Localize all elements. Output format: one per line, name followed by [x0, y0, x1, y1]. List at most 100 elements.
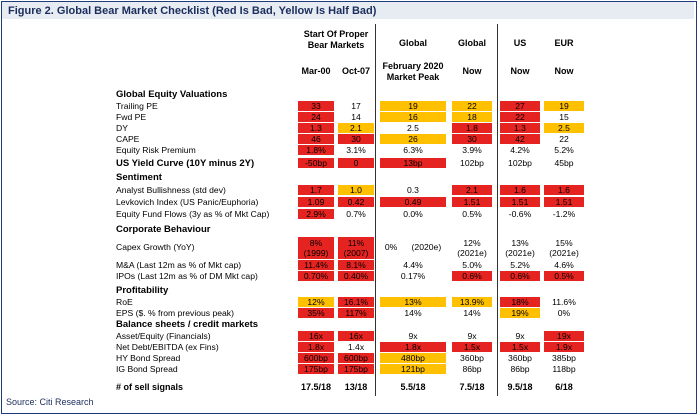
- cell-capex-gnow: 12% (2021e): [452, 237, 492, 259]
- cell-dy-gnow: 1.8: [452, 123, 492, 133]
- cell-analyst-us: 1.6: [500, 185, 540, 195]
- cell-capex-mar00: 8% (1999): [298, 237, 334, 259]
- cell-ma-mar00: 11.4%: [298, 260, 334, 270]
- cell-erp-mar00: 1.8%: [298, 145, 334, 155]
- row-label-fund-flows: Equity Fund Flows (3y as % of Mkt Cap): [116, 209, 270, 219]
- cell-roe-mar00: 12%: [298, 297, 334, 307]
- cell-hy-eur: 385bp: [552, 353, 576, 363]
- header-eur: EUR: [554, 38, 574, 48]
- cell-erp-feb20: 6.3%: [403, 145, 423, 155]
- cell-hy-mar00: 600bp: [298, 353, 334, 363]
- cell-hy-us: 360bp: [508, 353, 532, 363]
- cell-capex-gnow-value: 12%: [463, 238, 481, 248]
- cell-erp-us: 4.2%: [510, 145, 530, 155]
- cell-ig-gnow: 86bp: [462, 364, 482, 374]
- cell-yield-us: 102bp: [508, 158, 532, 168]
- cell-asset-equity-feb20: 9x: [408, 331, 418, 341]
- row-label-eps: EPS ($. % from previous peak): [116, 308, 234, 318]
- cell-hy-feb20: 480bp: [380, 353, 446, 363]
- section-balance: Balance sheets / credit markets: [116, 319, 259, 330]
- cell-analyst-gnow: 2.1: [452, 185, 492, 195]
- section-sentiment: Sentiment: [116, 172, 162, 183]
- cell-ipos-mar00: 0.70%: [298, 271, 334, 281]
- cell-ipos-eur: 0.5%: [544, 271, 584, 281]
- cell-dy-feb20: 2.5: [407, 123, 419, 133]
- row-label-cape: CAPE: [116, 134, 140, 144]
- cell-asset-equity-us: 9x: [515, 331, 525, 341]
- cell-analyst-eur: 1.6: [544, 185, 584, 195]
- row-label-erp: Equity Risk Premium: [116, 145, 196, 155]
- cell-dy-mar00: 1.3: [298, 123, 334, 133]
- cell-capex-mar00-value: 8%: [309, 238, 323, 248]
- cell-ipos-oct07: 0.40%: [338, 271, 374, 281]
- cell-levkovich-feb20: 0.49: [380, 197, 446, 207]
- source-note: Source: Citi Research: [6, 397, 94, 407]
- cell-hy-oct07: 600bp: [338, 353, 374, 363]
- cell-net-debt-oct07: 1.4x: [347, 342, 365, 352]
- cell-yield-feb20: 13bp: [380, 158, 446, 168]
- cell-capex-gnow-year: (2021e): [457, 248, 487, 258]
- column-divider: [497, 24, 498, 396]
- cell-eps-us: 19%: [500, 308, 540, 318]
- cell-yield-gnow: 102bp: [460, 158, 484, 168]
- cell-erp-eur: 5.2%: [554, 145, 574, 155]
- cell-hy-gnow: 360bp: [460, 353, 484, 363]
- figure-title: Figure 2. Global Bear Market Checklist (…: [8, 5, 377, 17]
- sell-signals-feb20: 5.5/18: [400, 382, 426, 392]
- cell-net-debt-feb20: 1.8x: [380, 342, 446, 352]
- row-label-dy: DY: [116, 123, 128, 133]
- row-label-fwd-pe: Fwd PE: [116, 112, 147, 122]
- cell-cape-us: 42: [500, 134, 540, 144]
- cell-cape-oct07: 30: [338, 134, 374, 144]
- row-label-ma: M&A (Last 12m as % of Mkt cap): [116, 260, 242, 270]
- cell-capex-eur-year: (2021e): [549, 248, 579, 258]
- column-divider: [375, 24, 376, 396]
- cell-fwd-pe-us: 22: [500, 112, 540, 122]
- cell-eps-mar00: 35%: [298, 308, 334, 318]
- cell-asset-equity-gnow: 9x: [467, 331, 477, 341]
- cell-ipos-feb20: 0.17%: [400, 271, 426, 281]
- cell-levkovich-mar00: 1.09: [298, 197, 334, 207]
- cell-dy-us: 1.3: [500, 123, 540, 133]
- cell-trailing-pe-mar00: 33: [298, 101, 334, 111]
- header-global-now-sub: Now: [462, 66, 482, 76]
- row-label-net-debt: Net Debt/EBITDA (ex Fins): [116, 342, 219, 352]
- cell-ipos-gnow: 0.6%: [452, 271, 492, 281]
- cell-ma-us: 5.2%: [510, 260, 530, 270]
- cell-fund-flows-oct07: 0.7%: [346, 209, 366, 219]
- cell-cape-eur: 22: [559, 134, 569, 144]
- cell-eps-eur: 0%: [557, 308, 571, 318]
- cell-dy-eur: 2.5: [544, 123, 584, 133]
- cell-yield-eur: 45bp: [554, 158, 574, 168]
- cell-ig-us: 86bp: [510, 364, 530, 374]
- sell-signals-oct07: 13/18: [344, 382, 368, 392]
- section-corporate: Corporate Behaviour: [116, 224, 211, 235]
- cell-trailing-pe-gnow: 22: [452, 101, 492, 111]
- cell-erp-oct07: 3.1%: [346, 145, 366, 155]
- cell-fund-flows-us: -0.6%: [508, 209, 532, 219]
- cell-trailing-pe-eur: 19: [544, 101, 584, 111]
- cell-capex-mar00-year: (1999): [303, 248, 329, 258]
- header-global-feb: Global: [398, 38, 427, 48]
- title-bar: Figure 2. Global Bear Market Checklist (…: [2, 2, 694, 19]
- cell-eps-feb20: 14%: [404, 308, 422, 318]
- cell-net-debt-eur: 1.9x: [544, 342, 584, 352]
- header-us: US: [513, 38, 527, 48]
- cell-trailing-pe-us: 27: [500, 101, 540, 111]
- cell-roe-gnow: 13.9%: [452, 297, 492, 307]
- cell-roe-oct07: 16.1%: [338, 297, 374, 307]
- cell-fwd-pe-feb20: 16: [380, 112, 446, 122]
- cell-fund-flows-mar00: 2.9%: [298, 209, 334, 219]
- sell-signals-eur: 6/18: [555, 382, 573, 392]
- cell-ipos-us: 0.6%: [500, 271, 540, 281]
- cell-yield-oct07: 0: [338, 158, 374, 168]
- cell-capex-eur-value: 15%: [555, 238, 573, 248]
- cell-ig-feb20: 121bp: [380, 364, 446, 374]
- cell-fund-flows-feb20: 0.0%: [403, 209, 423, 219]
- cell-levkovich-gnow: 1.51: [452, 197, 492, 207]
- cell-ma-gnow: 5.0%: [462, 260, 482, 270]
- section-valuations: Global Equity Valuations: [116, 89, 228, 100]
- header-global-now: Global: [457, 38, 486, 48]
- cell-net-debt-mar00: 1.8x: [298, 342, 334, 352]
